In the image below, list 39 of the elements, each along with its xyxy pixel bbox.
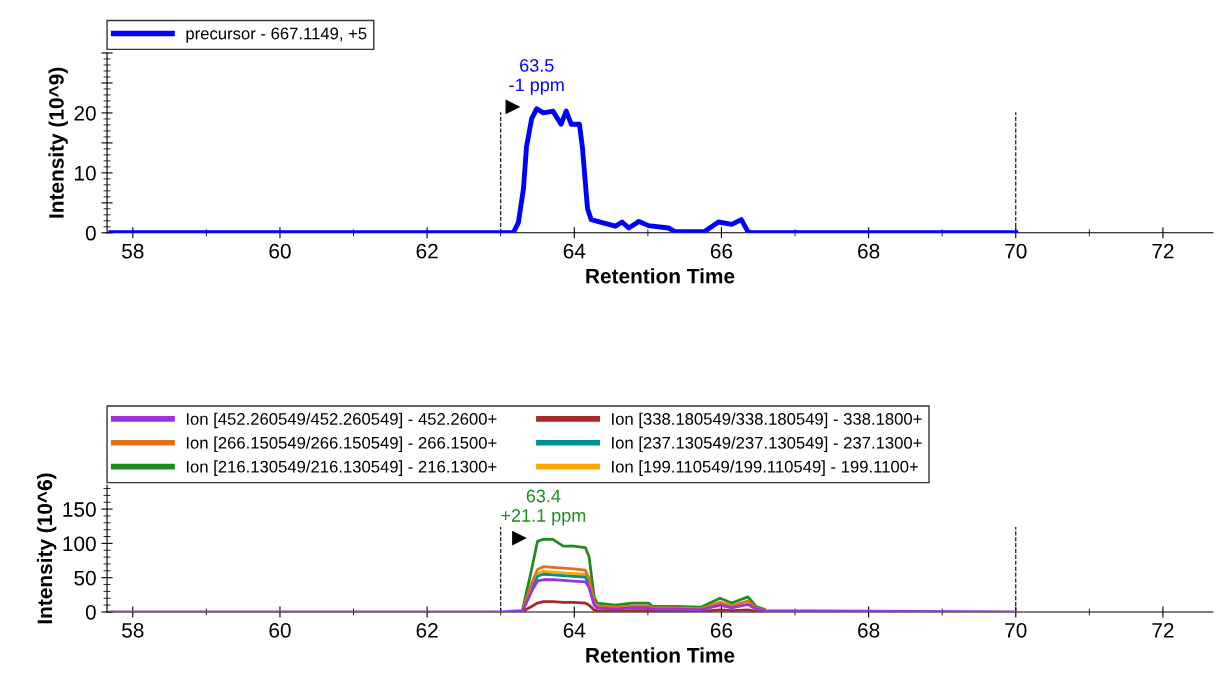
x-tick-label: 72 xyxy=(1152,243,1174,259)
y-tick-label: 100 xyxy=(63,536,96,552)
y-tick-label: 10 xyxy=(75,165,96,181)
x-tick-label: 64 xyxy=(563,243,586,259)
x-tick-label: 58 xyxy=(122,243,144,259)
annotation: 63.4 +21.1 ppm xyxy=(501,489,586,526)
line-series xyxy=(109,578,1018,612)
y-axis-title: Intensity (10^6) xyxy=(36,473,57,624)
x-tick-label: 62 xyxy=(416,622,438,638)
y-tick-label: 0 xyxy=(85,604,96,620)
y-axis-title: Intensity (10^9) xyxy=(48,67,68,218)
x-tick-label: 60 xyxy=(269,622,291,638)
x-axis-title: Retention Time xyxy=(586,268,735,284)
legend-label: Ion [199.110549/199.110549] - 199.1100+ xyxy=(612,460,918,476)
x-tick-label: 72 xyxy=(1152,622,1174,638)
y-tick-label: 20 xyxy=(74,105,96,121)
x-axis-title: Retention Time xyxy=(586,647,735,663)
x-tick-label: 70 xyxy=(1005,243,1027,259)
legend-label: Ion [237.130549/237.130549] - 237.1300+ xyxy=(612,436,922,453)
legend-label: precursor - 667.1149, +5 xyxy=(186,27,367,43)
line-series xyxy=(108,106,1019,233)
x-tick-label: 58 xyxy=(122,622,144,638)
y-tick-label: 0 xyxy=(85,225,96,241)
y-tick-label: 50 xyxy=(74,570,96,586)
x-tick-label: 66 xyxy=(710,622,733,638)
annotation: 63.5 -1 ppm xyxy=(509,59,564,95)
x-tick-label: 64 xyxy=(563,622,586,638)
y-tick-label: 150 xyxy=(63,502,96,517)
x-tick-label: 60 xyxy=(269,243,291,259)
legend-label: Ion [452.260549/452.260549] - 452.2600+ xyxy=(186,412,497,429)
x-tick-label: 62 xyxy=(416,243,438,259)
x-tick-label: 70 xyxy=(1005,622,1027,638)
legend-label: Ion [266.150549/266.150549] - 266.1500+ xyxy=(186,436,497,453)
x-tick-label: 66 xyxy=(710,243,733,259)
legend-label: Ion [216.130549/216.130549] - 216.1300+ xyxy=(186,460,497,476)
legend-label: Ion [338.180549/338.180549] - 338.1800+ xyxy=(612,412,922,429)
x-tick-label: 68 xyxy=(858,622,880,638)
line-series xyxy=(530,572,591,591)
x-tick-label: 68 xyxy=(858,243,880,259)
